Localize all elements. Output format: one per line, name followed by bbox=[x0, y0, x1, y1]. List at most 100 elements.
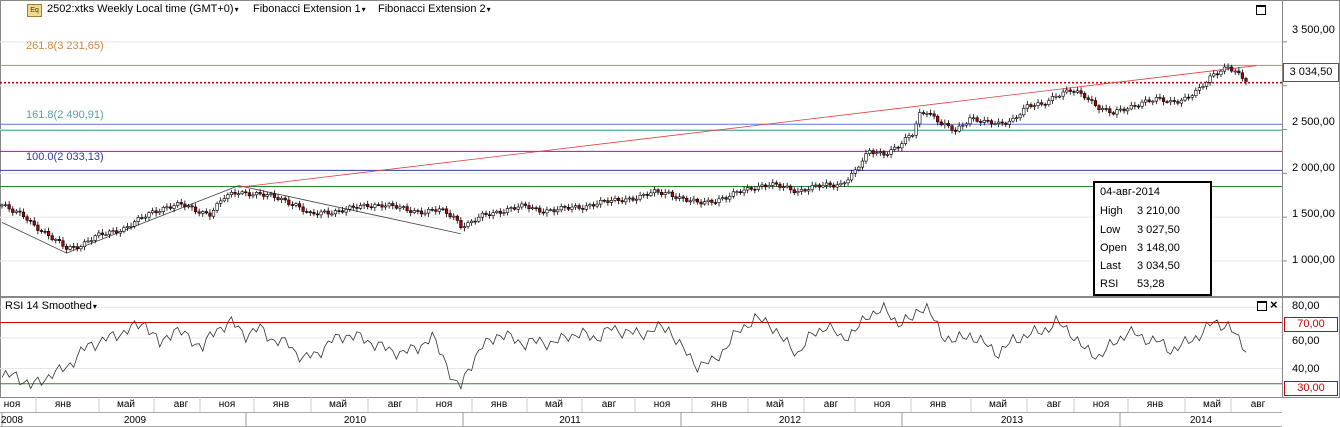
candle-body bbox=[1169, 100, 1173, 103]
candle-body bbox=[337, 210, 341, 212]
candle-body bbox=[652, 189, 657, 194]
candle-body bbox=[1104, 108, 1108, 110]
candle-body bbox=[154, 210, 158, 214]
candle-body bbox=[25, 216, 29, 221]
candle-body bbox=[771, 182, 775, 186]
maximize-price-panel-icon[interactable] bbox=[1256, 5, 1266, 15]
candle-body bbox=[620, 200, 624, 203]
x-month-label: ноя bbox=[873, 399, 891, 410]
candle-body bbox=[989, 120, 994, 125]
candle-body bbox=[749, 187, 753, 190]
fib-extension-1-menu[interactable]: Fibonacci Extension 1▾ bbox=[248, 3, 371, 15]
candle-body bbox=[756, 185, 761, 190]
price-tick: 3 500,00 bbox=[1292, 24, 1335, 36]
candle-body bbox=[993, 123, 997, 125]
candle-body bbox=[197, 211, 201, 214]
candle-body bbox=[817, 184, 821, 188]
candle-body bbox=[907, 135, 911, 138]
candle-body bbox=[362, 203, 366, 206]
candle-body bbox=[742, 189, 746, 194]
tooltip-value: 3 210,00 bbox=[1137, 205, 1180, 217]
candle-body bbox=[240, 191, 244, 195]
symbol-selector[interactable]: 2502:xtks Weekly Local time (GMT+0)▾ bbox=[42, 3, 244, 15]
candle-body bbox=[498, 210, 502, 214]
candlestick-series bbox=[0, 63, 1248, 253]
candle-body bbox=[928, 112, 933, 115]
candle-body bbox=[982, 119, 986, 123]
candle-body bbox=[584, 205, 588, 210]
candle-body bbox=[807, 189, 811, 192]
candle-body bbox=[1126, 108, 1130, 112]
candle-body bbox=[323, 210, 327, 213]
candle-body bbox=[11, 208, 15, 213]
fib-extension-2-menu[interactable]: Fibonacci Extension 2▾ bbox=[373, 3, 496, 15]
candle-body bbox=[986, 119, 990, 122]
candle-body bbox=[839, 182, 843, 186]
candle-body bbox=[330, 213, 334, 216]
candle-body bbox=[789, 185, 793, 191]
candle-body bbox=[581, 208, 585, 210]
candle-body bbox=[545, 209, 549, 214]
tooltip-row: High 3 210,00 bbox=[1100, 205, 1180, 217]
candle-body bbox=[591, 204, 596, 207]
price-tick: 1 000,00 bbox=[1292, 254, 1335, 266]
candle-body bbox=[82, 241, 87, 248]
candle-body bbox=[193, 206, 198, 213]
candle-body bbox=[129, 225, 133, 228]
candle-body bbox=[1219, 70, 1223, 76]
candle-body bbox=[61, 240, 65, 247]
candle-body bbox=[828, 182, 832, 186]
rsi-tick: 80,00 bbox=[1292, 300, 1320, 312]
candle-body bbox=[215, 203, 219, 211]
candle-body bbox=[767, 185, 771, 188]
rsi-indicator-menu[interactable]: RSI 14 Smoothed▾ bbox=[5, 300, 97, 312]
candle-body bbox=[104, 234, 108, 236]
candle-body bbox=[401, 206, 406, 208]
chevron-down-icon: ▾ bbox=[486, 5, 491, 14]
candle-body bbox=[1190, 95, 1194, 98]
candle-body bbox=[179, 202, 183, 205]
candle-body bbox=[419, 210, 424, 215]
candle-body bbox=[412, 210, 416, 213]
candle-body bbox=[638, 194, 642, 200]
candle-body bbox=[728, 196, 732, 200]
x-month-label: янв bbox=[272, 399, 290, 410]
candle-body bbox=[366, 203, 370, 208]
candle-body bbox=[294, 203, 298, 206]
candle-body bbox=[867, 150, 872, 154]
candle-body bbox=[1004, 122, 1008, 125]
candle-body bbox=[796, 191, 800, 194]
candle-body bbox=[398, 206, 402, 209]
close-rsi-panel-icon[interactable]: × bbox=[1270, 297, 1278, 312]
candle-body bbox=[147, 212, 151, 218]
x-month-label: авг bbox=[1046, 399, 1062, 410]
candle-body bbox=[950, 125, 954, 131]
candle-body bbox=[1154, 97, 1158, 102]
candle-body bbox=[613, 197, 617, 201]
chevron-down-icon: ▾ bbox=[361, 5, 366, 14]
tooltip-key: RSI bbox=[1100, 278, 1119, 290]
fib-label-261: 261.8(3 231,65) bbox=[26, 40, 104, 52]
x-month-label: янв bbox=[1146, 399, 1164, 410]
maximize-rsi-panel-icon[interactable] bbox=[1257, 301, 1267, 311]
candle-body bbox=[713, 202, 718, 204]
candle-body bbox=[997, 121, 1001, 124]
candle-body bbox=[893, 146, 897, 150]
candle-body bbox=[1165, 101, 1169, 103]
x-year-label: 2013 bbox=[1000, 415, 1024, 426]
candle-body bbox=[703, 201, 707, 205]
candle-body bbox=[717, 198, 721, 203]
candle-body bbox=[280, 197, 284, 201]
candle-body bbox=[1075, 90, 1080, 93]
candle-body bbox=[964, 123, 968, 126]
candle-body bbox=[1029, 104, 1033, 107]
candle-body bbox=[100, 232, 104, 235]
candle-body bbox=[574, 205, 578, 208]
x-month-label: янв bbox=[710, 399, 728, 410]
candle-body bbox=[344, 209, 348, 213]
candle-body bbox=[1233, 70, 1237, 73]
candle-body bbox=[430, 209, 434, 211]
candle-body bbox=[68, 246, 72, 250]
candle-body bbox=[1018, 114, 1022, 118]
candle-body bbox=[1100, 108, 1105, 111]
